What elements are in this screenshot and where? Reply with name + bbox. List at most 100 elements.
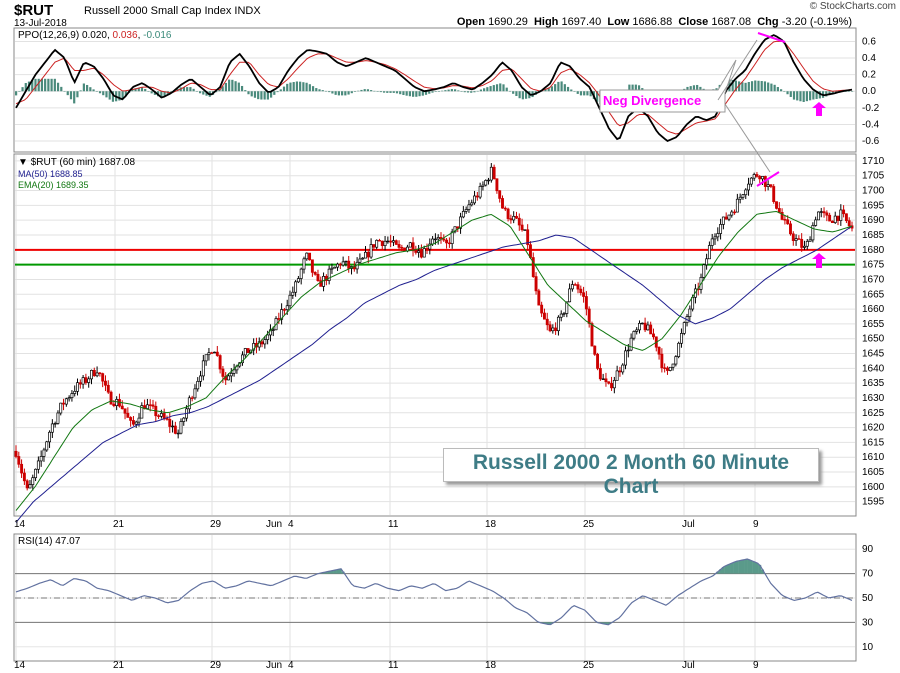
ppo-histogram-bar	[453, 89, 457, 92]
ppo-tick-label: 0.2	[862, 70, 876, 81]
candle-body	[512, 215, 516, 221]
candle-body	[487, 179, 490, 182]
candle-body	[702, 264, 706, 278]
candle-body	[816, 211, 820, 221]
candle-body	[361, 257, 365, 260]
ppo-histogram-bar	[505, 87, 508, 92]
ppo-tick-label: -0.4	[862, 119, 880, 130]
close-label: Close	[678, 16, 709, 28]
ppo-histogram-bar	[121, 91, 124, 100]
candle-body	[221, 368, 225, 377]
ppo-histogram-bar	[215, 91, 218, 93]
candle-body	[565, 301, 569, 314]
candle-body	[691, 296, 695, 310]
candle-body	[313, 272, 317, 275]
ppo-legend: PPO(12,26,9) 0.020, 0.036, -0.016	[18, 30, 172, 41]
ppo-histogram-bar	[292, 82, 295, 92]
ppo-histogram-bar	[69, 91, 73, 100]
candle-body	[106, 384, 110, 393]
candle-body	[822, 211, 826, 214]
candle-body	[679, 333, 683, 344]
price-tick-label: 1620	[862, 423, 885, 434]
price-tick-label: 1655	[862, 319, 885, 330]
candle-body	[84, 377, 88, 383]
candle-body	[724, 216, 728, 220]
price-tick-label: 1670	[862, 274, 885, 285]
high-value: 1697.40	[561, 16, 602, 28]
candle-body	[783, 219, 787, 221]
candle-body	[296, 278, 300, 283]
candle-body	[193, 388, 197, 399]
ppo-histogram-bar	[50, 78, 53, 92]
price-tick-label: 1675	[862, 260, 885, 271]
ppo-histogram-bar	[134, 88, 137, 92]
candle-body	[425, 248, 429, 250]
candle-body	[378, 239, 381, 242]
ppo-histogram-bar	[102, 91, 105, 96]
price-tick-label: 1605	[862, 467, 885, 478]
candle-body	[218, 355, 222, 370]
candle-body	[168, 419, 172, 427]
candle-body	[618, 370, 622, 373]
candle-body	[489, 166, 493, 181]
price-tick-label: 1615	[862, 437, 885, 448]
candle-body	[470, 202, 474, 206]
index-full-name: Russell 2000 Small Cap Index	[84, 5, 232, 17]
candle-body	[590, 323, 594, 347]
candle-body	[638, 322, 641, 331]
ppo-histogram-bar	[741, 82, 744, 92]
candle-body	[733, 211, 737, 214]
ppo-histogram-bar	[182, 87, 186, 92]
ppo-histogram-bar	[402, 91, 405, 96]
ppo-histogram-bar	[79, 90, 82, 92]
price-tick-label: 1600	[862, 482, 885, 493]
candle-body	[151, 404, 155, 407]
ppo-histogram-bar	[818, 91, 821, 99]
candle-body	[576, 284, 580, 290]
candle-body	[517, 217, 521, 226]
rsi-panel	[15, 558, 855, 626]
ppo-histogram-bar	[408, 91, 411, 97]
candle-body	[126, 412, 130, 418]
candle-body	[308, 252, 312, 261]
price-up-arrow	[812, 253, 826, 268]
ppo-histogram-bar	[492, 85, 495, 92]
ppo-histogram-bar	[18, 91, 21, 92]
candle-body	[475, 195, 479, 198]
candle-body	[735, 198, 739, 213]
price-tick-label: 1685	[862, 230, 885, 241]
candle-body	[593, 345, 597, 355]
candle-body	[159, 413, 163, 417]
candle-body	[252, 343, 256, 351]
ppo-histogram-bar	[302, 82, 305, 92]
candle-body	[101, 373, 105, 382]
candle-body	[73, 390, 77, 394]
ppo-histogram-bar	[828, 91, 831, 96]
price-tick-label: 1595	[862, 497, 885, 508]
candle-body	[635, 329, 639, 332]
candle-body	[540, 304, 544, 314]
ppo-histogram-bar	[131, 89, 134, 92]
ppo-histogram-bar	[547, 87, 550, 92]
ppo-histogram-bar	[282, 86, 286, 92]
candle-body	[39, 456, 43, 462]
candle-body	[232, 369, 236, 374]
price-tick-label: 1695	[862, 200, 885, 211]
candle-body	[847, 220, 851, 227]
ppo-histogram-bar	[570, 89, 573, 92]
candle-body	[808, 239, 812, 242]
ppo-histogram-bar	[56, 82, 60, 92]
candle-body	[596, 353, 600, 369]
rsi-line	[15, 558, 853, 626]
ppo-histogram-bar	[518, 91, 521, 99]
ohlc-readout: Open 1690.29 High 1697.40 Low 1686.88 Cl…	[457, 16, 852, 28]
candle-body	[263, 339, 267, 345]
ppo-legend-hist: -0.016	[143, 30, 172, 41]
candle-body	[98, 372, 102, 375]
ppo-histogram-bar	[757, 80, 760, 92]
rsi-tick-label: 90	[862, 544, 874, 555]
candle-body	[62, 402, 65, 405]
ppo-histogram-bar	[305, 82, 308, 92]
price-x-tick-label: 21	[113, 519, 125, 530]
ppo-histogram-bar	[412, 91, 415, 97]
